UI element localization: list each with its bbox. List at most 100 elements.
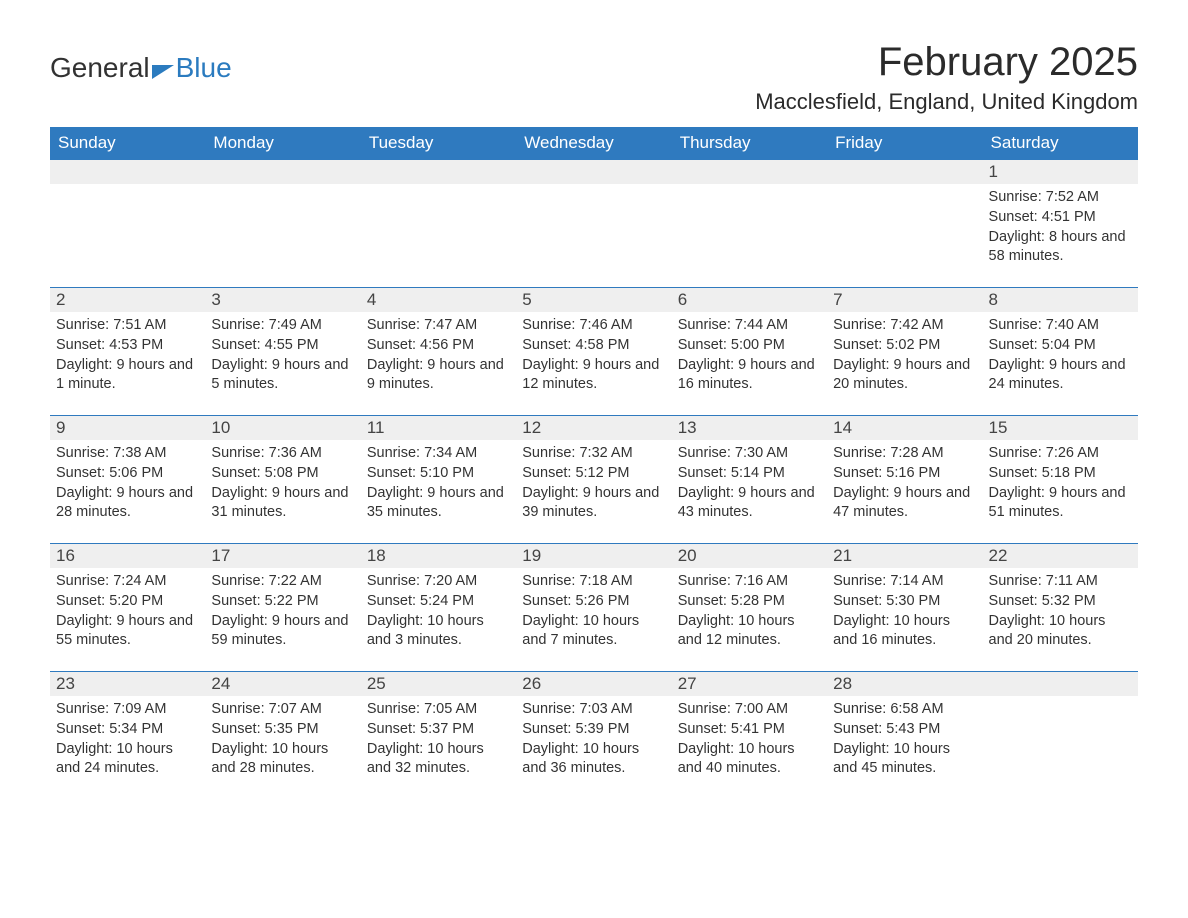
daylight-text: Daylight: 9 hours and 1 minute.: [56, 356, 199, 395]
sunrise-text: Sunrise: 7:36 AM: [211, 444, 354, 464]
day-content: Sunrise: 7:49 AMSunset: 4:55 PMDaylight:…: [205, 312, 360, 400]
sunset-text: Sunset: 5:35 PM: [211, 720, 354, 740]
daylight-text: Daylight: 10 hours and 40 minutes.: [678, 740, 821, 779]
logo-icon: [152, 65, 174, 79]
sunset-text: Sunset: 5:39 PM: [522, 720, 665, 740]
weekday-header: Wednesday: [516, 127, 671, 159]
calendar-day-cell: 24Sunrise: 7:07 AMSunset: 5:35 PMDayligh…: [205, 671, 360, 799]
sunrise-text: Sunrise: 7:44 AM: [678, 316, 821, 336]
sunrise-text: Sunrise: 7:24 AM: [56, 572, 199, 592]
daylight-text: Daylight: 9 hours and 28 minutes.: [56, 484, 199, 523]
day-content: Sunrise: 7:42 AMSunset: 5:02 PMDaylight:…: [827, 312, 982, 400]
calendar-empty-cell: [827, 159, 982, 287]
calendar-day-cell: 25Sunrise: 7:05 AMSunset: 5:37 PMDayligh…: [361, 671, 516, 799]
weekday-header: Saturday: [983, 127, 1138, 159]
day-content: Sunrise: 7:20 AMSunset: 5:24 PMDaylight:…: [361, 568, 516, 656]
calendar-day-cell: 15Sunrise: 7:26 AMSunset: 5:18 PMDayligh…: [983, 415, 1138, 543]
calendar-day-cell: 5Sunrise: 7:46 AMSunset: 4:58 PMDaylight…: [516, 287, 671, 415]
sunset-text: Sunset: 5:32 PM: [989, 592, 1132, 612]
calendar-day-cell: 7Sunrise: 7:42 AMSunset: 5:02 PMDaylight…: [827, 287, 982, 415]
calendar-day-cell: 4Sunrise: 7:47 AMSunset: 4:56 PMDaylight…: [361, 287, 516, 415]
sunrise-text: Sunrise: 7:18 AM: [522, 572, 665, 592]
sunset-text: Sunset: 5:16 PM: [833, 464, 976, 484]
day-number: 25: [361, 671, 516, 696]
day-content: Sunrise: 7:34 AMSunset: 5:10 PMDaylight:…: [361, 440, 516, 528]
day-number: 7: [827, 287, 982, 312]
day-content: Sunrise: 7:40 AMSunset: 5:04 PMDaylight:…: [983, 312, 1138, 400]
calendar-week-row: 2Sunrise: 7:51 AMSunset: 4:53 PMDaylight…: [50, 287, 1138, 415]
calendar-empty-cell: [50, 159, 205, 287]
calendar-day-cell: 18Sunrise: 7:20 AMSunset: 5:24 PMDayligh…: [361, 543, 516, 671]
daylight-text: Daylight: 9 hours and 47 minutes.: [833, 484, 976, 523]
day-content: Sunrise: 7:26 AMSunset: 5:18 PMDaylight:…: [983, 440, 1138, 528]
sunrise-text: Sunrise: 7:34 AM: [367, 444, 510, 464]
sunset-text: Sunset: 5:22 PM: [211, 592, 354, 612]
calendar-week-row: 9Sunrise: 7:38 AMSunset: 5:06 PMDaylight…: [50, 415, 1138, 543]
sunrise-text: Sunrise: 7:52 AM: [989, 188, 1132, 208]
sunrise-text: Sunrise: 7:16 AM: [678, 572, 821, 592]
location-text: Macclesfield, England, United Kingdom: [755, 89, 1138, 115]
calendar-header: SundayMondayTuesdayWednesdayThursdayFrid…: [50, 127, 1138, 159]
day-content: Sunrise: 7:16 AMSunset: 5:28 PMDaylight:…: [672, 568, 827, 656]
calendar-empty-cell: [361, 159, 516, 287]
calendar-week-row: 23Sunrise: 7:09 AMSunset: 5:34 PMDayligh…: [50, 671, 1138, 799]
calendar-day-cell: 16Sunrise: 7:24 AMSunset: 5:20 PMDayligh…: [50, 543, 205, 671]
day-number: 1: [983, 159, 1138, 184]
day-number: 26: [516, 671, 671, 696]
day-content: Sunrise: 7:18 AMSunset: 5:26 PMDaylight:…: [516, 568, 671, 656]
weekday-header: Monday: [205, 127, 360, 159]
daylight-text: Daylight: 10 hours and 32 minutes.: [367, 740, 510, 779]
calendar-day-cell: 12Sunrise: 7:32 AMSunset: 5:12 PMDayligh…: [516, 415, 671, 543]
calendar-day-cell: 3Sunrise: 7:49 AMSunset: 4:55 PMDaylight…: [205, 287, 360, 415]
day-number: 4: [361, 287, 516, 312]
sunrise-text: Sunrise: 7:42 AM: [833, 316, 976, 336]
day-number: 3: [205, 287, 360, 312]
day-number: 19: [516, 543, 671, 568]
sunrise-text: Sunrise: 7:07 AM: [211, 700, 354, 720]
day-number: 20: [672, 543, 827, 568]
header: General Blue February 2025 Macclesfield,…: [50, 40, 1138, 121]
day-content: Sunrise: 7:47 AMSunset: 4:56 PMDaylight:…: [361, 312, 516, 400]
day-number: 21: [827, 543, 982, 568]
sunrise-text: Sunrise: 7:46 AM: [522, 316, 665, 336]
title-block: February 2025 Macclesfield, England, Uni…: [755, 40, 1138, 121]
day-content: Sunrise: 7:00 AMSunset: 5:41 PMDaylight:…: [672, 696, 827, 784]
sunset-text: Sunset: 4:56 PM: [367, 336, 510, 356]
day-number: [516, 159, 671, 184]
daylight-text: Daylight: 10 hours and 45 minutes.: [833, 740, 976, 779]
daylight-text: Daylight: 9 hours and 20 minutes.: [833, 356, 976, 395]
daylight-text: Daylight: 9 hours and 51 minutes.: [989, 484, 1132, 523]
sunrise-text: Sunrise: 7:30 AM: [678, 444, 821, 464]
calendar-day-cell: 2Sunrise: 7:51 AMSunset: 4:53 PMDaylight…: [50, 287, 205, 415]
sunrise-text: Sunrise: 7:32 AM: [522, 444, 665, 464]
day-number: 28: [827, 671, 982, 696]
calendar-day-cell: 1Sunrise: 7:52 AMSunset: 4:51 PMDaylight…: [983, 159, 1138, 287]
day-number: 8: [983, 287, 1138, 312]
day-content: Sunrise: 7:44 AMSunset: 5:00 PMDaylight:…: [672, 312, 827, 400]
sunset-text: Sunset: 4:51 PM: [989, 208, 1132, 228]
calendar-day-cell: 11Sunrise: 7:34 AMSunset: 5:10 PMDayligh…: [361, 415, 516, 543]
daylight-text: Daylight: 10 hours and 20 minutes.: [989, 612, 1132, 651]
calendar-empty-cell: [983, 671, 1138, 799]
calendar-day-cell: 26Sunrise: 7:03 AMSunset: 5:39 PMDayligh…: [516, 671, 671, 799]
daylight-text: Daylight: 10 hours and 24 minutes.: [56, 740, 199, 779]
sunset-text: Sunset: 5:41 PM: [678, 720, 821, 740]
calendar-empty-cell: [205, 159, 360, 287]
sunrise-text: Sunrise: 7:40 AM: [989, 316, 1132, 336]
daylight-text: Daylight: 9 hours and 39 minutes.: [522, 484, 665, 523]
calendar-day-cell: 22Sunrise: 7:11 AMSunset: 5:32 PMDayligh…: [983, 543, 1138, 671]
calendar-table: SundayMondayTuesdayWednesdayThursdayFrid…: [50, 127, 1138, 799]
sunset-text: Sunset: 5:14 PM: [678, 464, 821, 484]
sunset-text: Sunset: 5:28 PM: [678, 592, 821, 612]
sunrise-text: Sunrise: 6:58 AM: [833, 700, 976, 720]
calendar-empty-cell: [516, 159, 671, 287]
day-number: 12: [516, 415, 671, 440]
sunset-text: Sunset: 5:10 PM: [367, 464, 510, 484]
daylight-text: Daylight: 9 hours and 24 minutes.: [989, 356, 1132, 395]
day-number: 14: [827, 415, 982, 440]
sunset-text: Sunset: 5:02 PM: [833, 336, 976, 356]
day-content: Sunrise: 7:03 AMSunset: 5:39 PMDaylight:…: [516, 696, 671, 784]
sunrise-text: Sunrise: 7:38 AM: [56, 444, 199, 464]
day-content: Sunrise: 7:30 AMSunset: 5:14 PMDaylight:…: [672, 440, 827, 528]
sunset-text: Sunset: 5:37 PM: [367, 720, 510, 740]
